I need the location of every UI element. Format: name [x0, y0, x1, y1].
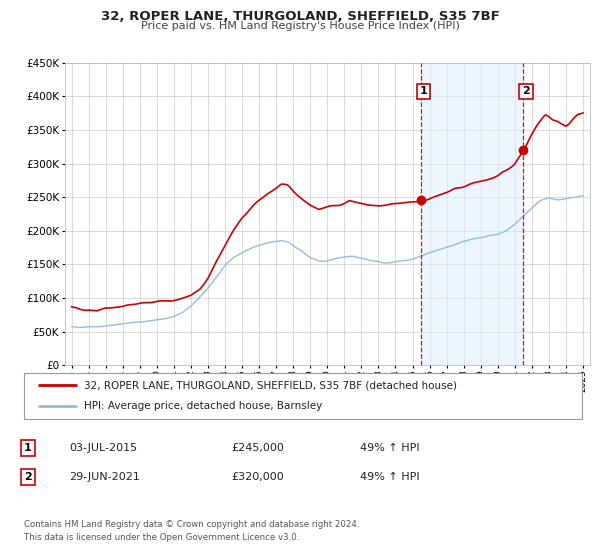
Text: £245,000: £245,000 — [231, 443, 284, 453]
Text: 1: 1 — [420, 86, 427, 96]
Text: 2: 2 — [522, 86, 530, 96]
Text: 29-JUN-2021: 29-JUN-2021 — [69, 472, 140, 482]
Text: 1: 1 — [24, 443, 32, 453]
Text: 32, ROPER LANE, THURGOLAND, SHEFFIELD, S35 7BF: 32, ROPER LANE, THURGOLAND, SHEFFIELD, S… — [101, 10, 499, 23]
Text: Contains HM Land Registry data © Crown copyright and database right 2024.: Contains HM Land Registry data © Crown c… — [24, 520, 359, 529]
Text: This data is licensed under the Open Government Licence v3.0.: This data is licensed under the Open Gov… — [24, 533, 299, 542]
Text: 03-JUL-2015: 03-JUL-2015 — [69, 443, 137, 453]
FancyBboxPatch shape — [24, 373, 582, 419]
Text: Price paid vs. HM Land Registry's House Price Index (HPI): Price paid vs. HM Land Registry's House … — [140, 21, 460, 31]
Text: HPI: Average price, detached house, Barnsley: HPI: Average price, detached house, Barn… — [84, 402, 323, 412]
Text: £320,000: £320,000 — [231, 472, 284, 482]
Text: 49% ↑ HPI: 49% ↑ HPI — [360, 472, 419, 482]
Text: 2: 2 — [24, 472, 32, 482]
Text: 32, ROPER LANE, THURGOLAND, SHEFFIELD, S35 7BF (detached house): 32, ROPER LANE, THURGOLAND, SHEFFIELD, S… — [84, 380, 457, 390]
Text: 49% ↑ HPI: 49% ↑ HPI — [360, 443, 419, 453]
Bar — [421, 63, 523, 365]
